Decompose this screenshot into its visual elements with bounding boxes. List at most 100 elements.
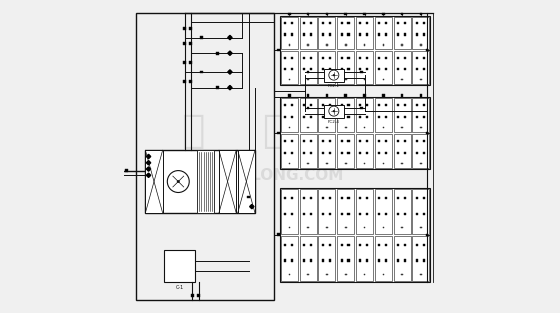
- Bar: [360, 104, 361, 106]
- Bar: [326, 127, 328, 128]
- Bar: [136, 13, 274, 300]
- Bar: [281, 189, 298, 234]
- Bar: [303, 213, 305, 215]
- Bar: [183, 42, 186, 45]
- Bar: [366, 57, 368, 59]
- Bar: [378, 57, 380, 59]
- Bar: [347, 104, 349, 106]
- Bar: [284, 259, 286, 262]
- Bar: [326, 79, 328, 80]
- Bar: [310, 140, 312, 142]
- Bar: [291, 33, 293, 36]
- Bar: [291, 22, 293, 24]
- Bar: [416, 244, 418, 246]
- Bar: [183, 61, 186, 64]
- Bar: [360, 140, 361, 142]
- Bar: [366, 152, 368, 154]
- Bar: [300, 51, 316, 84]
- Bar: [284, 244, 286, 246]
- Bar: [382, 13, 385, 15]
- Bar: [329, 33, 331, 36]
- Bar: [310, 22, 312, 24]
- Bar: [307, 274, 309, 275]
- Bar: [423, 68, 425, 70]
- Bar: [291, 213, 293, 215]
- Bar: [412, 17, 430, 49]
- Bar: [416, 116, 418, 118]
- Bar: [394, 98, 410, 132]
- Bar: [284, 33, 286, 36]
- Bar: [307, 127, 309, 128]
- Text: 龙: 龙: [262, 112, 286, 151]
- Bar: [423, 33, 425, 36]
- Bar: [303, 33, 305, 36]
- Bar: [322, 213, 324, 215]
- Bar: [416, 104, 418, 106]
- Bar: [412, 98, 430, 132]
- Bar: [319, 236, 335, 281]
- Bar: [322, 57, 324, 59]
- Bar: [397, 197, 399, 199]
- Bar: [394, 17, 410, 49]
- Bar: [216, 52, 219, 54]
- Bar: [340, 213, 343, 215]
- Bar: [291, 116, 293, 118]
- Bar: [416, 152, 418, 154]
- Bar: [347, 33, 349, 36]
- Bar: [404, 57, 406, 59]
- Bar: [378, 116, 380, 118]
- Bar: [378, 104, 380, 106]
- Bar: [344, 94, 347, 97]
- Bar: [420, 127, 422, 128]
- Bar: [326, 274, 328, 275]
- Bar: [189, 27, 192, 29]
- Bar: [356, 51, 373, 84]
- Circle shape: [177, 180, 180, 183]
- Bar: [329, 244, 331, 246]
- Bar: [402, 274, 403, 275]
- Polygon shape: [146, 154, 151, 159]
- Bar: [397, 213, 399, 215]
- Bar: [382, 127, 384, 128]
- Text: FC2-4: FC2-4: [328, 120, 340, 124]
- Bar: [397, 22, 399, 24]
- Bar: [366, 33, 368, 36]
- Bar: [404, 22, 406, 24]
- Bar: [303, 197, 305, 199]
- Bar: [300, 236, 316, 281]
- Bar: [416, 57, 418, 59]
- Polygon shape: [146, 161, 151, 165]
- Bar: [420, 79, 422, 80]
- Bar: [356, 17, 373, 49]
- Bar: [397, 57, 399, 59]
- Bar: [404, 68, 406, 70]
- Polygon shape: [228, 51, 232, 55]
- Bar: [378, 33, 380, 36]
- Polygon shape: [146, 167, 151, 171]
- Bar: [303, 259, 305, 262]
- Bar: [329, 197, 331, 199]
- Bar: [366, 116, 368, 118]
- Bar: [288, 163, 290, 164]
- Bar: [378, 259, 380, 262]
- Bar: [248, 196, 250, 198]
- Bar: [324, 105, 344, 118]
- Bar: [284, 140, 286, 142]
- Bar: [401, 94, 403, 97]
- Bar: [219, 150, 236, 213]
- Bar: [402, 44, 403, 46]
- Bar: [423, 213, 425, 215]
- Bar: [360, 197, 361, 199]
- Bar: [164, 250, 195, 282]
- Bar: [420, 44, 422, 46]
- Bar: [216, 86, 219, 89]
- Bar: [189, 42, 192, 45]
- Bar: [310, 244, 312, 246]
- Bar: [337, 189, 354, 234]
- Bar: [280, 16, 430, 85]
- Bar: [322, 33, 324, 36]
- Bar: [300, 134, 316, 168]
- Bar: [288, 227, 290, 228]
- Bar: [356, 236, 373, 281]
- Bar: [284, 116, 286, 118]
